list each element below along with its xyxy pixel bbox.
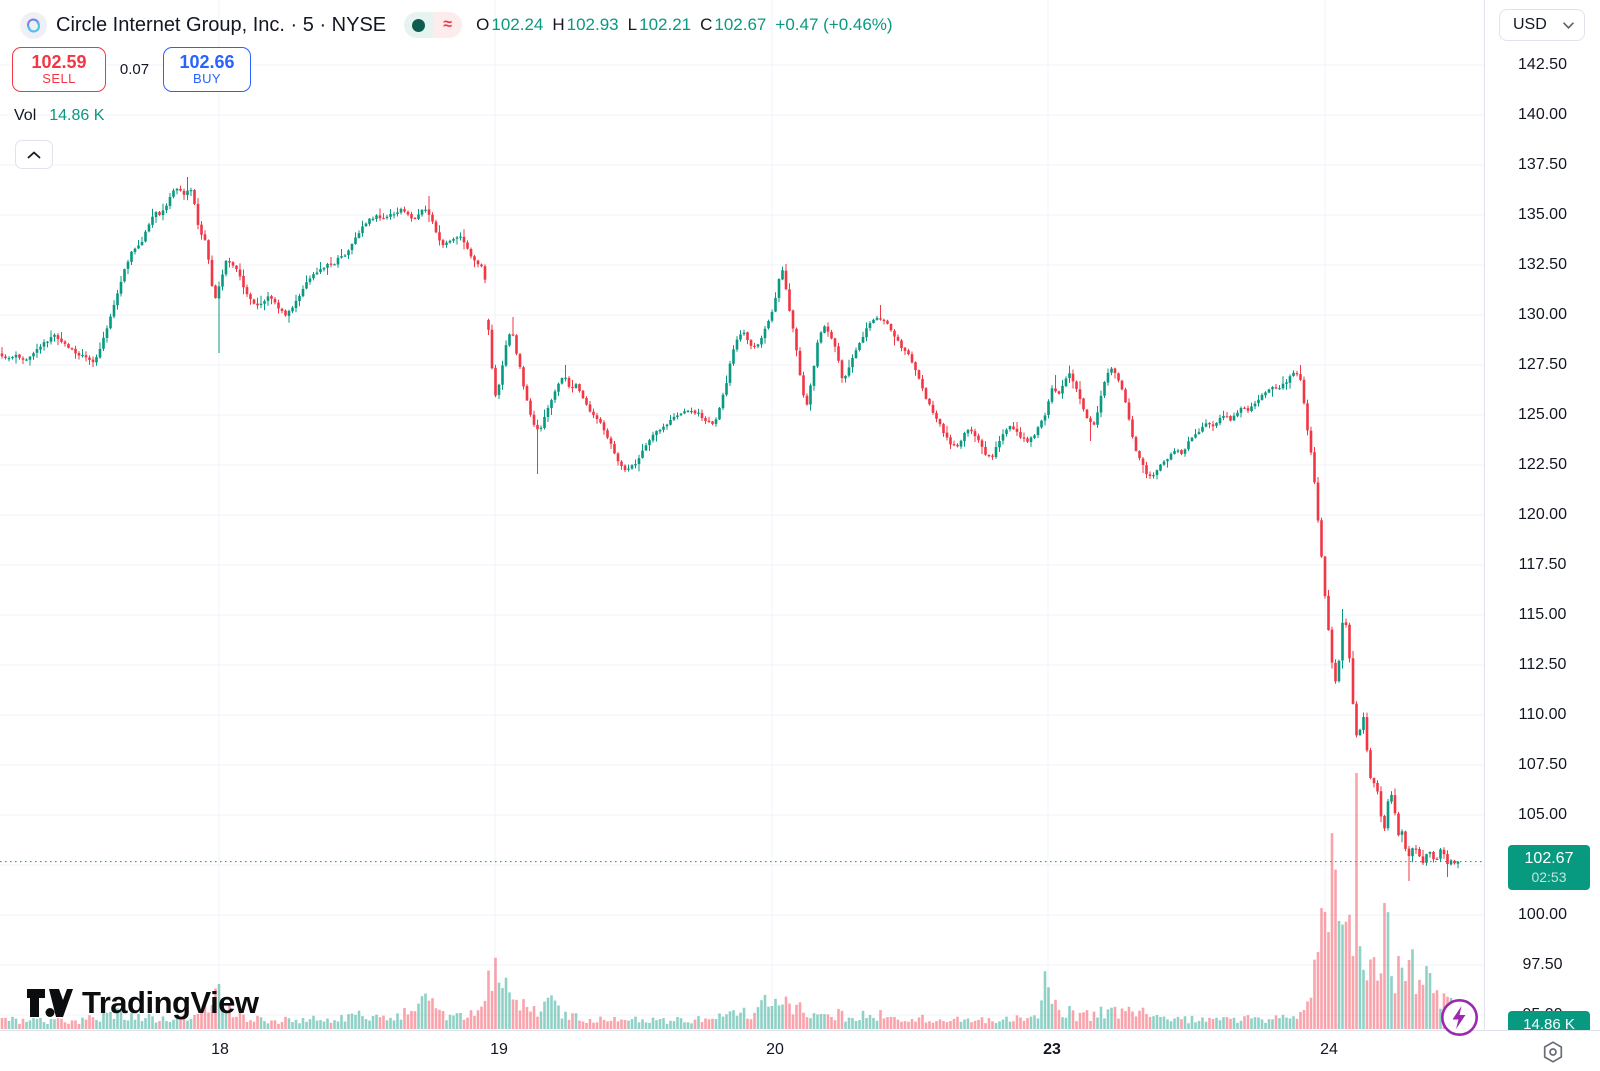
instant-trading-button[interactable] xyxy=(1440,998,1479,1037)
price-axis-label: 132.50 xyxy=(1518,256,1567,273)
time-axis-label: 24 xyxy=(1320,1041,1338,1058)
chart-legend: Circle Internet Group, Inc. · 5 · NYSE ≈… xyxy=(20,10,893,40)
price-axis-label: 107.50 xyxy=(1518,756,1567,773)
sell-button[interactable]: 102.59 SELL xyxy=(12,47,106,92)
high-value: 102.93 xyxy=(566,15,619,34)
market-status-pill[interactable]: ≈ xyxy=(404,12,463,38)
low-label: L xyxy=(627,15,638,34)
spread-value: 0.07 xyxy=(119,61,150,78)
price-axis-label: 127.50 xyxy=(1518,356,1567,373)
close-label: C xyxy=(700,15,713,34)
price-axis-label: 130.00 xyxy=(1518,306,1567,323)
volume-value: 14.86 K xyxy=(49,107,105,124)
chart-pane[interactable] xyxy=(0,0,1484,1030)
price-axis-label: 122.50 xyxy=(1518,456,1567,473)
price-axis-label: 110.00 xyxy=(1518,706,1567,723)
price-axis-label: 142.50 xyxy=(1518,56,1567,73)
time-axis-label: 19 xyxy=(490,1041,508,1058)
buy-price: 102.66 xyxy=(179,51,235,72)
volume-label: Vol xyxy=(14,107,37,124)
time-axis-label: 20 xyxy=(766,1041,784,1058)
price-axis-label: 135.00 xyxy=(1518,206,1567,223)
symbol-title[interactable]: Circle Internet Group, Inc. · 5 · NYSE xyxy=(56,13,387,36)
current-price-badge: 102.67 02:53 xyxy=(1508,845,1590,890)
market-open-dot-icon xyxy=(404,12,434,38)
sell-label: SELL xyxy=(42,71,76,87)
price-axis-label: 112.50 xyxy=(1518,656,1567,673)
current-price: 102.67 xyxy=(1524,849,1574,867)
currency-value: USD xyxy=(1513,16,1547,33)
chevron-up-icon xyxy=(27,151,41,158)
price-axis-label: 100.00 xyxy=(1518,906,1567,923)
currency-selector[interactable]: USD xyxy=(1499,9,1585,41)
sell-price: 102.59 xyxy=(31,51,87,72)
candlestick-series xyxy=(0,177,1460,881)
price-axis-label: 97.50 xyxy=(1522,956,1563,973)
low-value: 102.21 xyxy=(639,15,692,34)
delayed-data-icon: ≈ xyxy=(433,12,463,38)
buy-label: BUY xyxy=(193,71,221,87)
open-value: 102.24 xyxy=(491,15,544,34)
volume-histogram xyxy=(0,773,1460,1029)
grid-lines xyxy=(0,0,1484,1030)
close-value: 102.67 xyxy=(714,15,767,34)
gear-hexagon-icon xyxy=(1543,1041,1563,1063)
price-axis-label: 117.50 xyxy=(1518,556,1567,573)
price-axis-label: 105.00 xyxy=(1518,806,1567,823)
time-axis[interactable]: 18 19 20 23 24 xyxy=(0,1030,1600,1071)
watermark-text: TradingView xyxy=(82,985,259,1020)
quick-trade-panel: 102.59 SELL 0.07 102.66 BUY xyxy=(12,47,251,92)
volume-legend: Vol 14.86 K xyxy=(14,107,104,125)
chevron-down-icon xyxy=(1563,21,1574,29)
lightning-bolt-icon xyxy=(1440,998,1479,1037)
axis-settings-button[interactable] xyxy=(1540,1039,1566,1065)
change-value: +0.47 (+0.46%) xyxy=(775,15,893,34)
tradingview-watermark[interactable]: TradingView xyxy=(27,985,259,1021)
price-axis[interactable]: USD 142.50 140.00 137.50 135.00 132.50 130.00… xyxy=(1484,0,1600,1038)
high-label: H xyxy=(552,15,565,34)
symbol-logo-icon xyxy=(20,11,47,39)
open-label: O xyxy=(476,15,490,34)
price-axis-label: 120.00 xyxy=(1518,506,1567,523)
time-axis-label: 23 xyxy=(1043,1041,1061,1058)
time-axis-label: 18 xyxy=(211,1041,229,1058)
tradingview-logo-icon xyxy=(27,989,73,1017)
ohlc-readout: O 102.24 H 102.93 L 102.21 C 102.67 +0.4… xyxy=(476,15,892,35)
collapse-panel-button[interactable] xyxy=(15,140,53,169)
price-axis-label: 137.50 xyxy=(1518,156,1567,173)
price-axis-label: 115.00 xyxy=(1518,606,1567,623)
price-axis-label: 140.00 xyxy=(1518,106,1567,123)
bar-countdown: 02:53 xyxy=(1531,868,1567,885)
price-axis-label: 125.00 xyxy=(1518,406,1567,423)
buy-button[interactable]: 102.66 BUY xyxy=(163,47,251,92)
